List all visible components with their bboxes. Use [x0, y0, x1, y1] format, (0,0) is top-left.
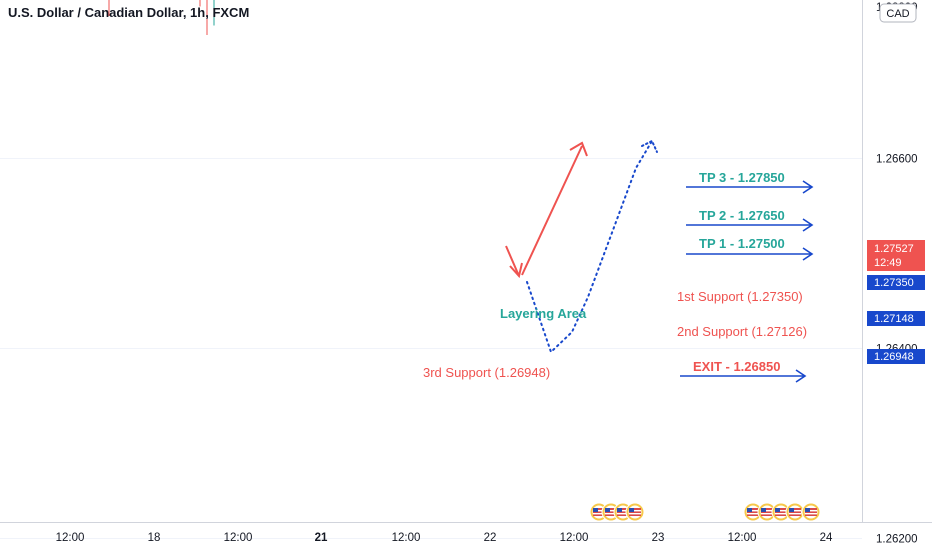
event-icons	[589, 502, 821, 522]
currency-badge[interactable]: CAD	[879, 3, 917, 23]
projected-path[interactable]	[526, 140, 653, 354]
countdown-value: 12:49	[874, 257, 902, 269]
time-tick-label: 12:00	[728, 532, 757, 544]
tp3-label[interactable]: TP 3 - 1.27850	[699, 170, 785, 185]
time-tick-label: 12:00	[560, 532, 589, 544]
price-axis[interactable]: 1.286001.284001.282001.280001.278001.276…	[862, 0, 918, 546]
candle[interactable]	[205, 0, 210, 36]
time-tick-label: 12:00	[224, 532, 253, 544]
currency-label: CAD	[886, 8, 909, 20]
us-flag-event-icon[interactable]	[743, 502, 821, 522]
candle[interactable]	[212, 0, 217, 26]
support3-price-badge: 1.26948	[867, 349, 925, 364]
annotation-labels: TP 3 - 1.27850 TP 2 - 1.27650 TP 1 - 1.2…	[423, 170, 807, 380]
layering-area-label[interactable]: Layering Area	[500, 306, 587, 321]
target-arrows	[680, 180, 814, 383]
support3-label[interactable]: 3rd Support (1.26948)	[423, 365, 550, 380]
current-price-badge: 1.27527 12:49	[867, 240, 925, 271]
time-tick-label: 12:00	[392, 532, 421, 544]
support2-price-value: 1.27148	[874, 313, 914, 325]
time-tick-label: 23	[652, 532, 665, 544]
price-tick-label: 1.26600	[876, 154, 918, 166]
tp2-label[interactable]: TP 2 - 1.27650	[699, 208, 785, 223]
drop-arrow[interactable]	[505, 245, 523, 279]
time-axis[interactable]: 12:00 18 12:00 21 12:00 22 12:00 23 12:00 24	[0, 522, 932, 545]
support2-price-badge: 1.27148	[867, 311, 925, 326]
support1-label[interactable]: 1st Support (1.27350)	[677, 289, 803, 304]
exit-arrow[interactable]	[680, 369, 807, 383]
time-tick-label: 21	[315, 532, 328, 544]
tp2-arrow[interactable]	[686, 218, 814, 232]
time-tick-label: 18	[148, 532, 161, 544]
us-flag-event-icon[interactable]	[589, 502, 645, 522]
projected-path-head	[641, 139, 658, 153]
current-price-value: 1.27527	[874, 243, 914, 255]
grid	[0, 158, 862, 540]
support1-price-badge: 1.27350	[867, 275, 925, 290]
tp1-arrow[interactable]	[686, 247, 814, 261]
bullish-arrow[interactable]	[521, 141, 588, 276]
support2-label[interactable]: 2nd Support (1.27126)	[677, 324, 807, 339]
tp1-label[interactable]: TP 1 - 1.27500	[699, 236, 785, 251]
time-tick-label: 24	[820, 532, 833, 544]
support3-price-value: 1.26948	[874, 351, 914, 363]
support1-price-value: 1.27350	[874, 277, 914, 289]
tp3-arrow[interactable]	[686, 180, 814, 194]
exit-label[interactable]: EXIT - 1.26850	[693, 359, 780, 374]
time-tick-label: 22	[484, 532, 497, 544]
projection-paths	[505, 139, 658, 354]
price-tick-label: 1.26200	[876, 534, 918, 546]
candles	[108, 0, 217, 36]
chart-title: U.S. Dollar / Canadian Dollar, 1h, FXCM	[8, 5, 249, 20]
time-tick-label: 12:00	[56, 532, 85, 544]
